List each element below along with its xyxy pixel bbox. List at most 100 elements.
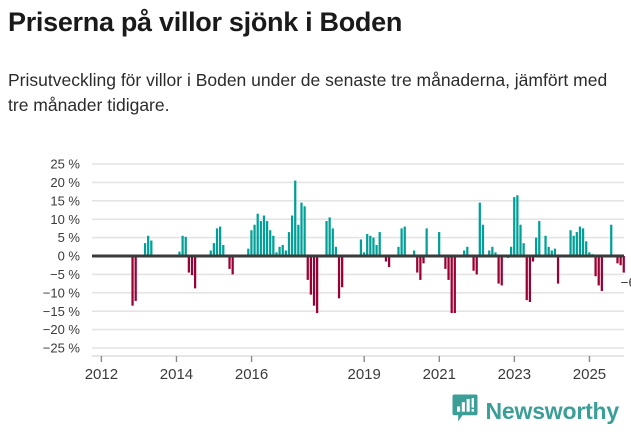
bar [190, 256, 194, 276]
bar [372, 237, 375, 256]
bar [578, 226, 582, 256]
bar [231, 256, 234, 275]
bar [143, 243, 147, 256]
chart-container: 25 % 20 % 15 % 10 % 5 % 0 % −5 % −10 % −15 % −20 … [0, 150, 631, 395]
bar [622, 256, 625, 273]
bar [519, 224, 522, 256]
page-title: Priserna på villor sjönk i Boden [8, 7, 403, 37]
bar [422, 256, 425, 264]
y-axis-tick-label: 0 % [58, 249, 81, 264]
bar [581, 228, 585, 256]
x-axis-tick-label: 2023 [498, 366, 531, 383]
bar [181, 235, 184, 256]
bar [362, 252, 366, 256]
bar [478, 202, 481, 256]
bar [303, 206, 306, 256]
y-axis-tick-label: −10 % [43, 285, 81, 300]
x-axis-tick-label: 2019 [348, 366, 381, 383]
bar [334, 246, 338, 256]
bar [331, 228, 334, 256]
bar [294, 180, 297, 256]
newsworthy-logo: Newsworthy [452, 394, 619, 429]
bar [550, 250, 553, 256]
brand-name: Newsworthy [485, 398, 620, 424]
bar [337, 256, 341, 299]
bar [272, 235, 275, 256]
bar [284, 250, 287, 256]
bar [134, 256, 137, 301]
x-axis-tick-label: 2025 [573, 366, 606, 383]
bar [497, 256, 500, 284]
bar [215, 228, 219, 256]
bar [616, 256, 619, 264]
y-axis-tick-label: 10 % [50, 212, 80, 227]
bar [588, 252, 591, 256]
bar [209, 250, 212, 256]
bar [375, 244, 378, 256]
bar [369, 235, 372, 256]
y-axis-tick-label: 25 % [50, 157, 80, 172]
bar [281, 244, 284, 256]
bar [147, 235, 150, 256]
bar [538, 221, 541, 256]
bar [403, 226, 406, 256]
bar [222, 244, 225, 256]
bar [444, 256, 447, 269]
bar [619, 256, 622, 266]
bar [150, 240, 153, 256]
bar [278, 246, 281, 256]
x-axis-tick-label: 2012 [85, 366, 118, 383]
bar [525, 256, 528, 301]
bar [572, 235, 575, 256]
bar [544, 235, 547, 256]
x-axis-tick-label: 2016 [235, 366, 268, 383]
bar [287, 232, 291, 256]
bar [500, 256, 503, 286]
bar [585, 241, 588, 256]
bar [193, 256, 197, 289]
bar [416, 256, 419, 273]
bar [397, 246, 400, 256]
x-axis-tick-label: 2014 [160, 366, 193, 383]
bar [359, 239, 363, 256]
bar [450, 256, 453, 314]
y-axis-tick-label: 5 % [58, 230, 81, 245]
value-annotation: −6 % [621, 275, 631, 290]
bar-chart-bubble-icon [452, 394, 478, 429]
bar [553, 248, 557, 256]
bar [184, 236, 187, 256]
bar [309, 256, 313, 295]
bar [610, 224, 613, 256]
bar [312, 256, 316, 306]
bar [131, 256, 134, 306]
bar [384, 256, 388, 262]
bar [212, 243, 216, 256]
bar [425, 228, 428, 256]
bar [316, 256, 319, 314]
bar [419, 256, 422, 280]
bar [491, 246, 494, 256]
bar [366, 233, 369, 256]
bar [253, 224, 256, 256]
bar [600, 256, 603, 291]
bar [247, 248, 250, 256]
bar [597, 256, 600, 286]
bar [509, 246, 513, 256]
bar [488, 250, 491, 256]
bar [556, 256, 560, 284]
bar [328, 217, 331, 256]
bar [513, 197, 516, 256]
y-axis-tick-label: −15 % [43, 304, 81, 319]
bar [522, 243, 525, 256]
bar [290, 215, 294, 256]
bar [387, 256, 391, 268]
bar [466, 246, 469, 256]
bar-chart: 25 % 20 % 15 % 10 % 5 % 0 % −5 % −10 % −15 % −20 … [43, 157, 631, 383]
bar [341, 256, 344, 288]
bar [400, 228, 403, 256]
bar [494, 252, 497, 256]
x-axis-tick-label: 2021 [423, 366, 456, 383]
bar [438, 232, 441, 256]
bar [472, 256, 475, 271]
